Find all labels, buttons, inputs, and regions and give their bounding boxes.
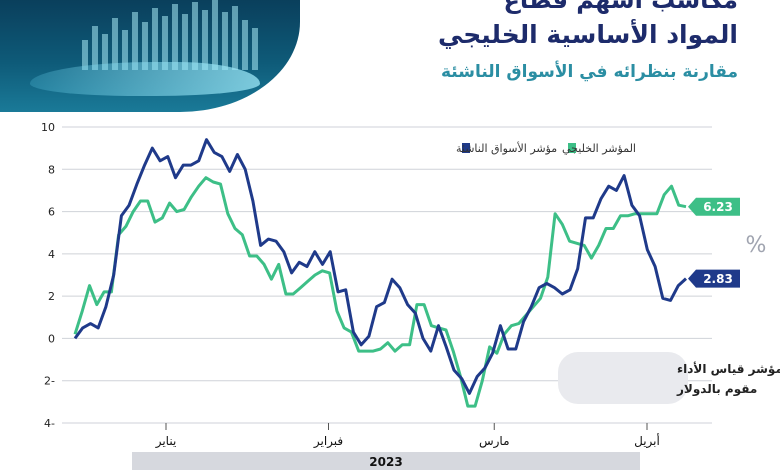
y-axis-ticks: 10 8 6 4 2 0 2- 4- xyxy=(41,121,55,430)
year-band xyxy=(132,452,640,470)
headline-subtitle: مقارنة بنظرائه في الأسواق الناشئة xyxy=(441,62,738,82)
note-line-2: مقوم بالدولار xyxy=(676,382,757,397)
y-tick-label: 4- xyxy=(44,417,55,430)
legend-label-gulf: المؤشر الخليجي xyxy=(562,142,636,155)
series-lines xyxy=(73,138,688,408)
end-labels: 6.23 2.83 xyxy=(688,197,740,288)
end-label-value: 2.83 xyxy=(703,272,733,286)
header-illustration xyxy=(0,0,300,112)
month-label: يناير xyxy=(155,434,177,449)
y-tick-label: 0 xyxy=(48,332,55,345)
x-axis-months: يناير فبراير مارس أبريل xyxy=(155,423,660,449)
y-tick-label: 2 xyxy=(48,290,55,303)
headline-line-1: مكاسب أسهم قطاع xyxy=(503,0,738,14)
legend-label-em: مؤشر الأسواق الناشئة xyxy=(456,141,557,155)
series-line-gulf xyxy=(73,176,687,408)
note-box: مؤشر قياس الأداء مقوم بالدولار xyxy=(558,352,780,404)
end-label-value: 6.23 xyxy=(703,200,733,214)
y-tick-label: 2- xyxy=(44,375,55,388)
series-line-em xyxy=(73,138,688,395)
illustration-bars xyxy=(78,0,268,70)
headline-line-2: المواد الأساسية الخليجي xyxy=(438,20,738,49)
y-tick-label: 10 xyxy=(41,121,55,134)
note-line-1: مؤشر قياس الأداء xyxy=(677,361,780,377)
month-label: أبريل xyxy=(634,433,660,449)
y-unit-label: % xyxy=(746,233,767,258)
legend: مؤشر الأسواق الناشئة المؤشر الخليجي xyxy=(456,141,636,155)
end-label-tag xyxy=(688,197,740,216)
month-label: فبراير xyxy=(313,434,343,449)
hand-graphic xyxy=(30,62,260,96)
end-label-em: 2.83 xyxy=(688,269,740,288)
legend-swatch-gulf xyxy=(568,143,576,153)
year-label: 2023 xyxy=(369,455,402,469)
legend-swatch-em xyxy=(462,143,470,153)
end-label-gulf: 6.23 xyxy=(688,197,740,216)
y-tick-label: 4 xyxy=(48,248,55,261)
y-tick-label: 6 xyxy=(48,206,55,219)
y-tick-label: 8 xyxy=(48,163,55,176)
month-label: مارس xyxy=(479,434,510,449)
end-label-tag xyxy=(688,269,740,288)
